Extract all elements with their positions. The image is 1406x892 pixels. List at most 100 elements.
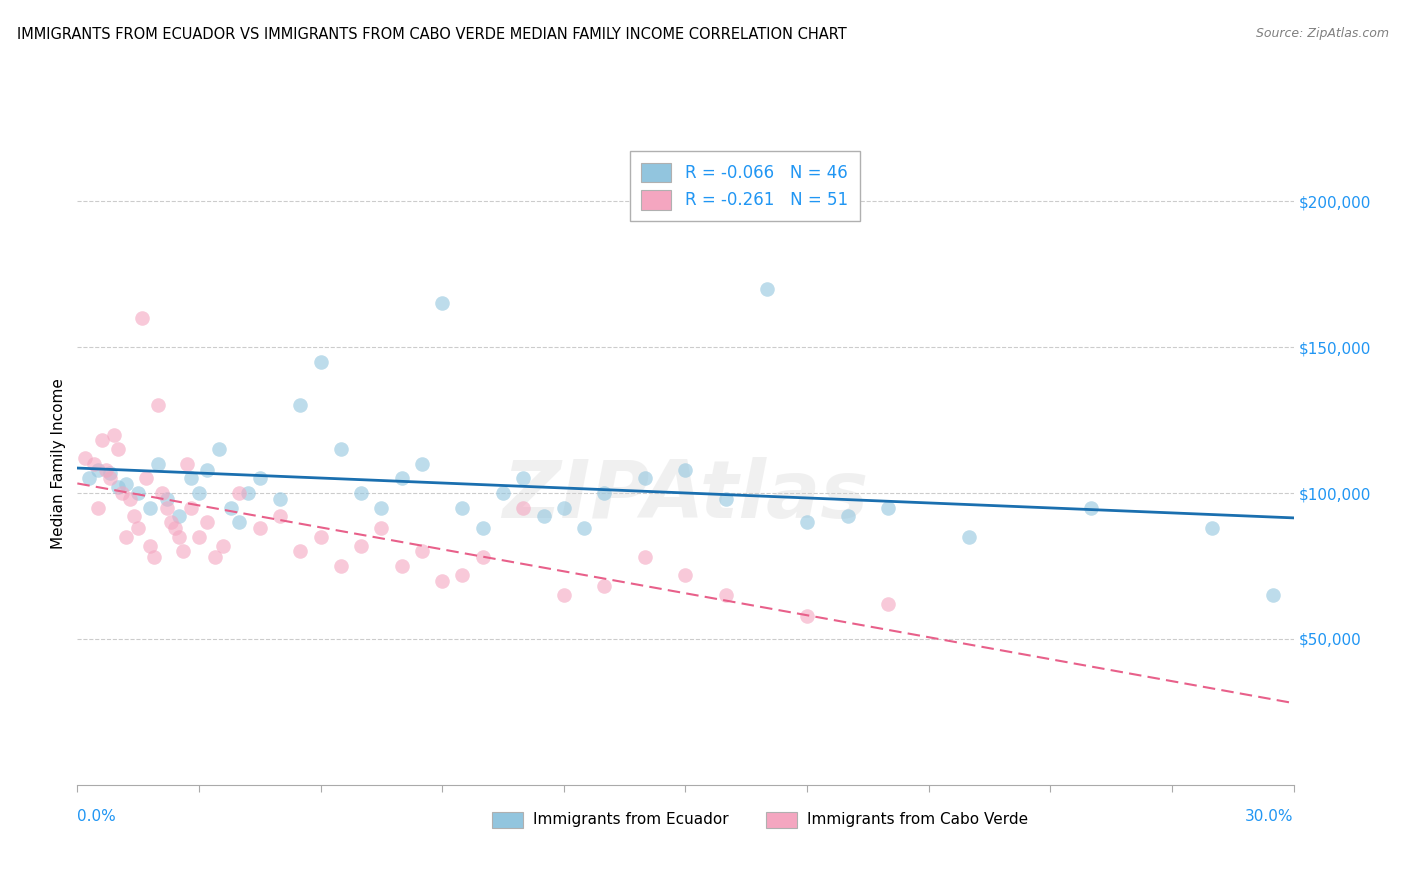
Point <box>877 597 900 611</box>
Point <box>135 471 157 485</box>
Point <box>370 500 392 515</box>
Point <box>107 480 129 494</box>
Point <box>139 539 162 553</box>
Point <box>143 550 166 565</box>
Point <box>249 521 271 535</box>
Point <box>107 442 129 457</box>
Point <box>329 559 352 574</box>
Point <box>212 539 235 553</box>
Y-axis label: Median Family Income: Median Family Income <box>51 378 66 549</box>
Point <box>86 500 108 515</box>
Point <box>593 486 616 500</box>
Point <box>94 463 117 477</box>
Point <box>553 588 575 602</box>
Point <box>1263 588 1285 602</box>
Point <box>714 588 737 602</box>
Point <box>430 574 453 588</box>
Point <box>755 282 778 296</box>
Point <box>512 500 534 515</box>
Point <box>837 509 859 524</box>
Point <box>634 471 657 485</box>
Point <box>152 486 174 500</box>
Point <box>155 491 177 506</box>
Point <box>115 477 138 491</box>
Point <box>796 608 818 623</box>
Point <box>127 486 149 500</box>
Point <box>675 463 697 477</box>
Point <box>86 463 108 477</box>
Point <box>309 354 332 368</box>
Point <box>714 491 737 506</box>
Point <box>131 310 153 325</box>
Point <box>533 509 555 524</box>
Text: ZIPAtlas: ZIPAtlas <box>502 457 869 535</box>
Point <box>512 471 534 485</box>
Point <box>430 296 453 310</box>
Point <box>75 450 97 465</box>
Point <box>957 530 980 544</box>
Point <box>115 530 138 544</box>
Point <box>188 486 211 500</box>
Point <box>553 500 575 515</box>
Point <box>204 550 226 565</box>
Point <box>90 434 112 448</box>
Point <box>451 500 474 515</box>
Point <box>391 471 413 485</box>
Point <box>111 486 134 500</box>
Point <box>634 550 657 565</box>
Point <box>269 509 291 524</box>
Point <box>172 544 194 558</box>
Point <box>208 442 231 457</box>
Point <box>163 521 186 535</box>
Point <box>290 399 312 413</box>
Point <box>572 521 595 535</box>
Point <box>492 486 515 500</box>
Point <box>148 399 170 413</box>
Point <box>350 539 373 553</box>
Point <box>103 427 125 442</box>
Point <box>269 491 291 506</box>
Text: Source: ZipAtlas.com: Source: ZipAtlas.com <box>1256 27 1389 40</box>
Point <box>221 500 243 515</box>
Point <box>350 486 373 500</box>
Point <box>236 486 259 500</box>
Point <box>98 466 121 480</box>
Point <box>1201 521 1223 535</box>
Point <box>411 457 433 471</box>
Point <box>877 500 900 515</box>
Point <box>83 457 105 471</box>
Text: Immigrants from Ecuador: Immigrants from Ecuador <box>533 813 728 827</box>
Legend: R = -0.066   N = 46, R = -0.261   N = 51: R = -0.066 N = 46, R = -0.261 N = 51 <box>630 151 859 221</box>
Point <box>290 544 312 558</box>
Point <box>180 500 202 515</box>
Text: 30.0%: 30.0% <box>1246 809 1294 823</box>
Point <box>228 515 250 529</box>
Point <box>1080 500 1102 515</box>
Point <box>471 550 494 565</box>
Point <box>98 471 121 485</box>
Point <box>195 515 218 529</box>
Point <box>139 500 162 515</box>
Point <box>370 521 392 535</box>
Point <box>309 530 332 544</box>
Text: 0.0%: 0.0% <box>77 809 117 823</box>
Text: Immigrants from Cabo Verde: Immigrants from Cabo Verde <box>807 813 1028 827</box>
Point <box>228 486 250 500</box>
Point <box>180 471 202 485</box>
Point <box>593 579 616 593</box>
Point <box>122 509 145 524</box>
Point <box>249 471 271 485</box>
Point <box>127 521 149 535</box>
Point <box>167 530 190 544</box>
Point <box>391 559 413 574</box>
Point <box>675 567 697 582</box>
Point <box>167 509 190 524</box>
Point <box>148 457 170 471</box>
Point <box>79 471 101 485</box>
Point <box>188 530 211 544</box>
Point <box>796 515 818 529</box>
Point <box>471 521 494 535</box>
Point <box>155 500 177 515</box>
Point <box>195 463 218 477</box>
Point <box>176 457 198 471</box>
